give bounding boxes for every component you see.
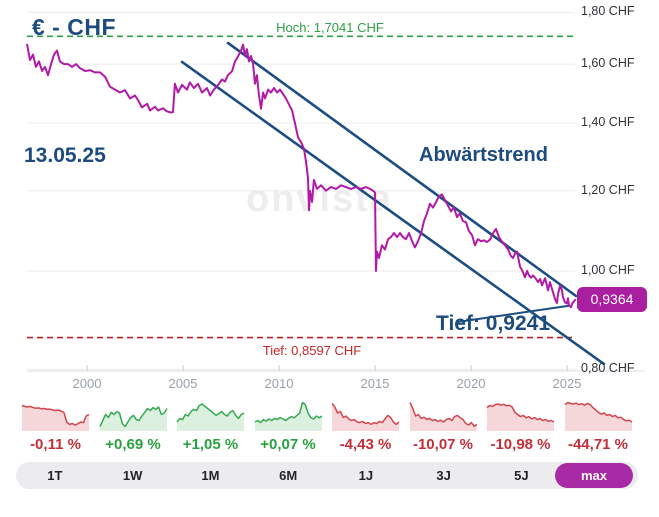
sparkline-panel-max[interactable]: -44,71 % xyxy=(564,396,633,454)
low-annotation-label: Tief: 0,9241 xyxy=(436,312,551,335)
sparkline-chart-5J xyxy=(486,403,555,431)
sparkline-change-label-1W: +0,69 % xyxy=(105,436,161,453)
low-line-label: Tief: 0,8597 CHF xyxy=(262,343,362,358)
instrument-title: € - CHF xyxy=(32,14,116,40)
sparkline-change-label-1M: +1,05 % xyxy=(182,436,239,453)
sparkline-chart-1J xyxy=(331,402,400,431)
x-axis-label: 2015 xyxy=(360,376,390,391)
price-chart-canvas[interactable] xyxy=(0,0,659,395)
x-axis-label: 2010 xyxy=(264,376,294,391)
sparkline-chart-max xyxy=(564,401,632,431)
y-axis-label: 1,80 CHF xyxy=(581,4,635,19)
sparkline-change-label-1T: -0,11 % xyxy=(30,436,81,453)
y-axis-label: 1,00 CHF xyxy=(581,263,635,277)
period-button-max[interactable]: max xyxy=(555,463,633,488)
y-axis-label: 0,80 CHF xyxy=(581,361,635,376)
period-button-5J[interactable]: 5J xyxy=(514,468,529,483)
price-line xyxy=(26,43,577,309)
y-axis-label: 1,60 CHF xyxy=(581,56,635,71)
period-button-1J[interactable]: 1J xyxy=(358,468,374,483)
downtrend-annotation-label: Abwärtstrend xyxy=(419,144,548,166)
sparkline-chart-6M xyxy=(254,401,322,431)
period-button-1M[interactable]: 1M xyxy=(201,468,220,483)
sparkline-change-label-6M: +0,07 % xyxy=(260,436,316,453)
upper-channel-line xyxy=(226,41,578,298)
sparkline-panel-1M[interactable]: +1,05 % xyxy=(176,396,245,454)
period-button-1T[interactable]: 1T xyxy=(47,468,63,483)
sparkline-change-label-1J: -4,43 % xyxy=(339,436,392,453)
sparkline-chart-1M xyxy=(176,403,245,431)
lower-channel-line xyxy=(180,60,606,366)
sparkline-panel-1T[interactable]: -0,11 % xyxy=(21,396,90,454)
y-axis-label: 1,40 CHF xyxy=(581,114,635,129)
period-button-6M[interactable]: 6M xyxy=(279,468,298,483)
y-axis-label: 1,20 CHF xyxy=(581,182,635,197)
sparkline-panel-1J[interactable]: -4,43 % xyxy=(331,396,400,454)
x-axis-label: 2025 xyxy=(552,376,582,391)
date-label: 13.05.25 xyxy=(24,144,106,167)
sparkline-chart-3J xyxy=(408,402,477,431)
x-axis-label: 2000 xyxy=(72,376,102,391)
sparkline-chart-1T xyxy=(21,404,90,431)
sparkline-panel-3J[interactable]: -10,07 % xyxy=(408,396,478,454)
period-button-bar: 1T 1W 1M 6M 1J 3J 5J max xyxy=(16,462,638,489)
high-line-label: Hoch: 1,7041 CHF xyxy=(276,20,384,35)
sparkline-change-label-5J: -10,98 % xyxy=(490,436,551,453)
sparkline-change-label-3J: -10,07 % xyxy=(412,436,474,453)
sparkline-change-label-max: -44,71 % xyxy=(567,436,629,453)
sparkline-panel-5J[interactable]: -10,98 % xyxy=(486,396,555,454)
onvista-watermark: onvista xyxy=(246,178,394,220)
low-pointer-line xyxy=(456,304,570,324)
last-price-badge: 0,9364 xyxy=(577,287,647,312)
sparkline-panel-1W[interactable]: +0,69 % xyxy=(98,396,168,454)
sparkline-chart-1W xyxy=(98,406,168,431)
period-button-1W[interactable]: 1W xyxy=(122,468,143,483)
period-button-3J[interactable]: 3J xyxy=(436,468,451,483)
x-axis-label: 2005 xyxy=(168,376,198,391)
sparkline-panel-6M[interactable]: +0,07 % xyxy=(254,396,323,454)
x-axis-label: 2020 xyxy=(456,376,486,391)
